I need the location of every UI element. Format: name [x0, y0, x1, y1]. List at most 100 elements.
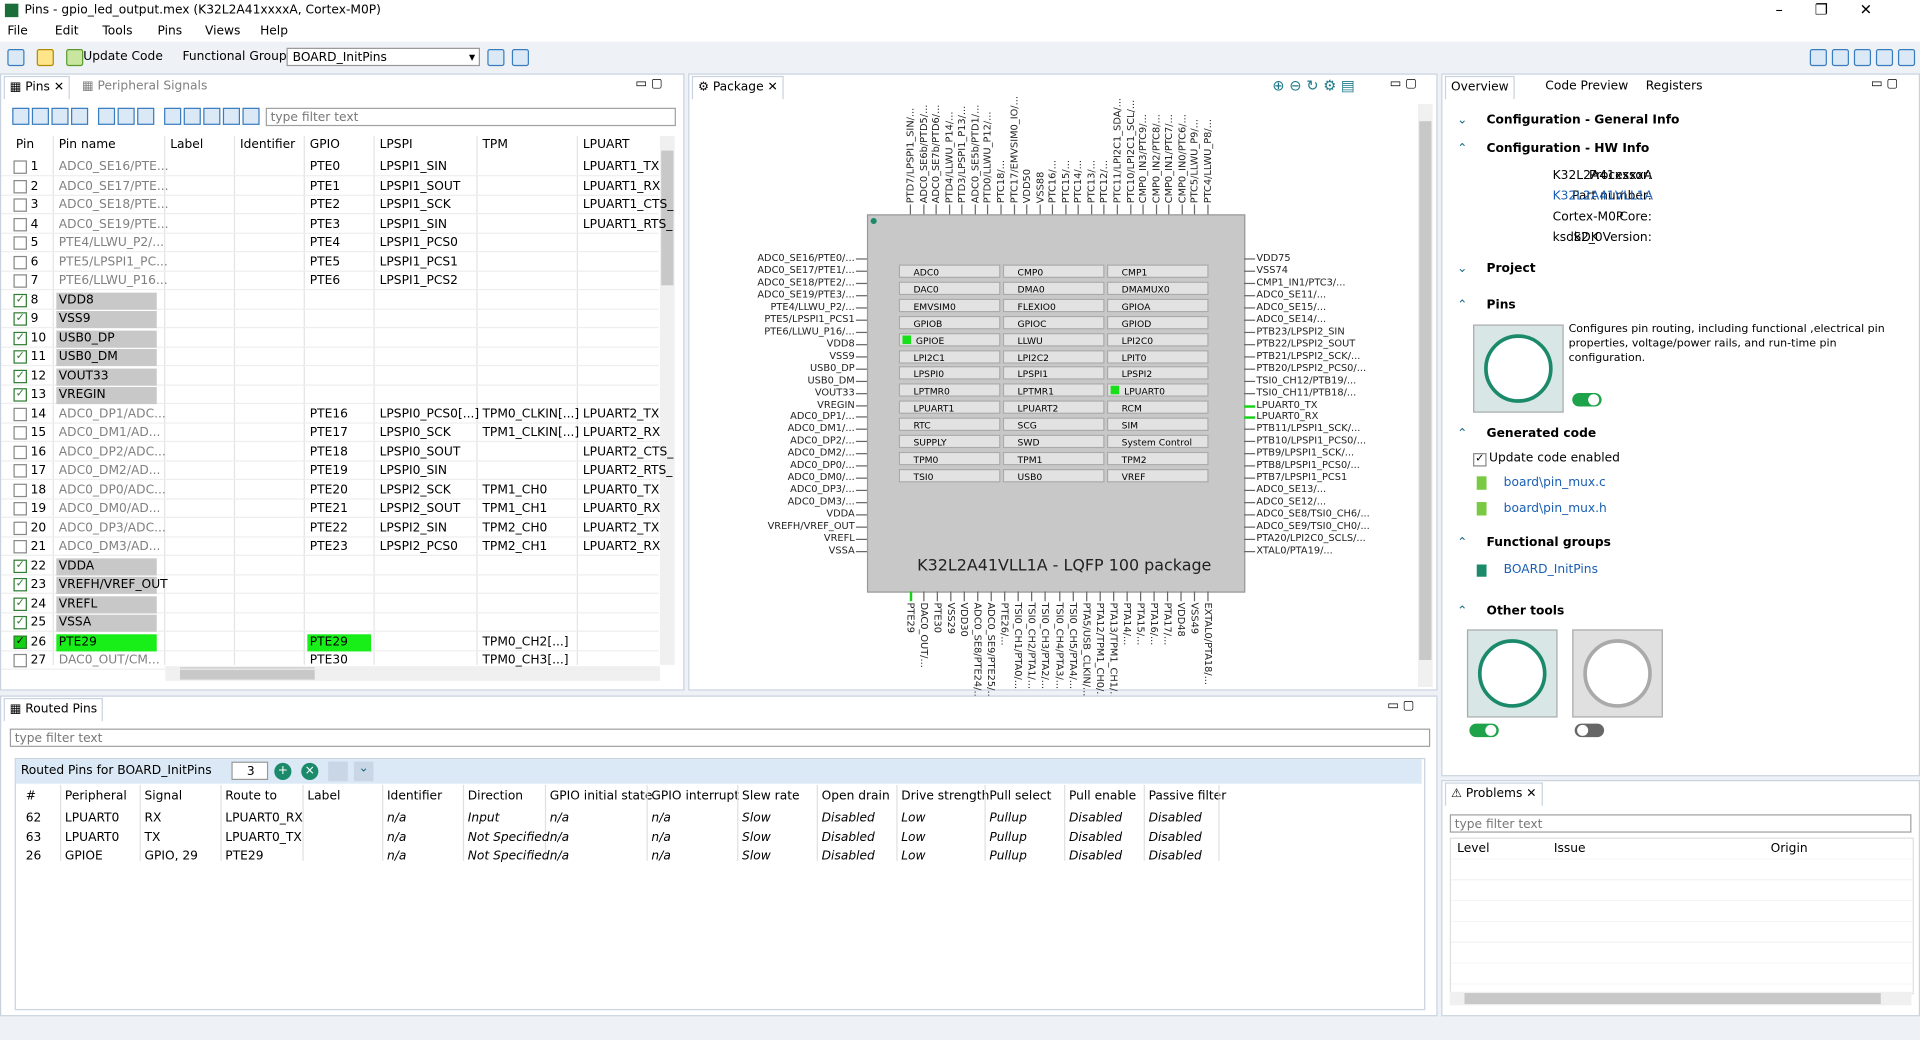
- package-tab[interactable]: ⚙ Package ✕: [692, 76, 784, 99]
- menu-item[interactable]: Views: [205, 24, 240, 37]
- peripheral-button[interactable]: DMA0: [1003, 281, 1105, 294]
- peripheral-button[interactable]: GPIOC: [1003, 316, 1105, 329]
- peripheral-button[interactable]: LLWU: [1003, 333, 1105, 346]
- minimize-button[interactable]: ▭ ▢: [636, 77, 663, 90]
- peripheral-button[interactable]: LPUART0: [1107, 384, 1209, 397]
- pins-tool-button[interactable]: [137, 108, 154, 125]
- section-title[interactable]: Generated code: [1487, 427, 1597, 440]
- menu-item[interactable]: Pins: [157, 24, 182, 37]
- pin-checkbox[interactable]: ✓: [13, 388, 26, 401]
- peripheral-button[interactable]: LPUART1: [899, 401, 1001, 414]
- section-title[interactable]: Configuration - HW Info: [1487, 142, 1650, 155]
- move-down-button[interactable]: ⌄: [354, 762, 374, 782]
- pins-tool-button[interactable]: [118, 108, 135, 125]
- pin-checkbox[interactable]: [13, 407, 26, 420]
- warning-button[interactable]: [37, 49, 54, 66]
- section-title[interactable]: Other tools: [1487, 605, 1565, 618]
- pins-tool-button[interactable]: [164, 108, 181, 125]
- tool-icon[interactable]: [1467, 629, 1558, 717]
- pins-tool-button[interactable]: [184, 108, 201, 125]
- menu-item[interactable]: Edit: [55, 24, 79, 37]
- peripheral-signals-tab[interactable]: ▦ Peripheral Signals: [77, 76, 212, 98]
- pin-checkbox[interactable]: [13, 217, 26, 230]
- peripheral-button[interactable]: RTC: [899, 418, 1001, 431]
- pin-checkbox[interactable]: [13, 426, 26, 439]
- peripheral-button[interactable]: USB0: [1003, 469, 1105, 482]
- peripheral-button[interactable]: TPM2: [1107, 452, 1209, 465]
- peripheral-button[interactable]: EMVSIM0: [899, 299, 1001, 312]
- pin-checkbox[interactable]: ✓: [13, 293, 26, 306]
- pin-checkbox[interactable]: [13, 502, 26, 515]
- pins-tool-button[interactable]: [242, 108, 259, 125]
- pin-checkbox[interactable]: ✓: [13, 616, 26, 629]
- peripheral-button[interactable]: SWD: [1003, 435, 1105, 448]
- problems-filter[interactable]: type filter text: [1450, 814, 1912, 832]
- update-code-checkbox[interactable]: ✓: [1473, 453, 1486, 466]
- peripheral-button[interactable]: LPTMR0: [899, 384, 1001, 397]
- peripheral-button[interactable]: TPM0: [899, 452, 1001, 465]
- peripheral-button[interactable]: TPM1: [1003, 452, 1105, 465]
- functional-group-select[interactable]: BOARD_InitPins▾: [287, 48, 480, 66]
- move-up-button[interactable]: [328, 762, 348, 782]
- add-row-button[interactable]: +: [274, 763, 291, 780]
- peripheral-button[interactable]: RCM: [1107, 401, 1209, 414]
- horizontal-scrollbar[interactable]: [1450, 992, 1912, 1005]
- minimize-button[interactable]: ▭ ▢: [1390, 77, 1417, 90]
- pin-checkbox[interactable]: [13, 445, 26, 458]
- tool-toggle[interactable]: [1469, 724, 1498, 737]
- pin-checkbox[interactable]: [13, 160, 26, 173]
- section-title[interactable]: Pins: [1487, 299, 1516, 312]
- peripheral-button[interactable]: LPI2C2: [1003, 350, 1105, 363]
- scroll-thumb[interactable]: [1419, 121, 1431, 660]
- section-title[interactable]: Configuration - General Info: [1487, 114, 1680, 127]
- pin-checkbox[interactable]: [13, 464, 26, 477]
- pin-checkbox[interactable]: [13, 198, 26, 211]
- pins-tool-button[interactable]: [223, 108, 240, 125]
- update-code-button[interactable]: Update Code: [83, 50, 163, 63]
- pin-checkbox[interactable]: ✓: [13, 350, 26, 363]
- menu-item[interactable]: File: [7, 24, 27, 37]
- peripheral-button[interactable]: ADC0: [899, 264, 1001, 277]
- peripheral-button[interactable]: LPI2C1: [899, 350, 1001, 363]
- peripheral-button[interactable]: FLEXIO0: [1003, 299, 1105, 312]
- peripheral-button[interactable]: LPSPI1: [1003, 367, 1105, 380]
- peripheral-button[interactable]: SUPPLY: [899, 435, 1001, 448]
- peripheral-button[interactable]: GPIOD: [1107, 316, 1209, 329]
- pin-checkbox[interactable]: [13, 483, 26, 496]
- peripheral-button[interactable]: TSI0: [899, 469, 1001, 482]
- routed-count[interactable]: 3: [231, 762, 268, 780]
- menu-item[interactable]: Help: [260, 24, 288, 37]
- menu-item[interactable]: Tools: [102, 24, 132, 37]
- pins-tool-button[interactable]: [71, 108, 88, 125]
- code-preview-tab[interactable]: Code Preview: [1540, 76, 1633, 98]
- peripheral-button[interactable]: LPTMR1: [1003, 384, 1105, 397]
- peripheral-button[interactable]: LPSPI2: [1107, 367, 1209, 380]
- perspective-button[interactable]: [1898, 49, 1915, 66]
- perspective-pins[interactable]: [1810, 49, 1827, 66]
- pins-tool-button[interactable]: [32, 108, 49, 125]
- vertical-scrollbar[interactable]: [1418, 104, 1433, 687]
- perspective-button[interactable]: [1832, 49, 1849, 66]
- peripheral-button[interactable]: SCG: [1003, 418, 1105, 431]
- pins-tool-button[interactable]: [51, 108, 68, 125]
- file-link[interactable]: board\pin_mux.c: [1504, 476, 1606, 489]
- pins-filter[interactable]: type filter text: [266, 108, 676, 126]
- window-controls[interactable]: –❐✕: [1776, 1, 1904, 18]
- perspective-button[interactable]: [1854, 49, 1871, 66]
- peripheral-button[interactable]: LPIT0: [1107, 350, 1209, 363]
- routed-pins-tab[interactable]: ▦ Routed Pins: [4, 698, 104, 721]
- tool-toggle[interactable]: [1575, 724, 1604, 737]
- pin-checkbox[interactable]: [13, 236, 26, 249]
- pins-tab[interactable]: ▦ Pins ✕: [4, 76, 71, 99]
- perspective-button[interactable]: [1876, 49, 1893, 66]
- pin-checkbox[interactable]: ✓: [13, 331, 26, 344]
- peripheral-button[interactable]: DMAMUX0: [1107, 281, 1209, 294]
- tool-button[interactable]: [512, 49, 529, 66]
- tool-button[interactable]: [487, 49, 504, 66]
- routed-filter[interactable]: type filter text: [10, 729, 1430, 747]
- pin-checkbox[interactable]: [13, 540, 26, 553]
- pins-tool-button[interactable]: [98, 108, 115, 125]
- peripheral-button[interactable]: SIM: [1107, 418, 1209, 431]
- pin-checkbox[interactable]: ✓: [13, 578, 26, 591]
- pin-checkbox[interactable]: [13, 179, 26, 192]
